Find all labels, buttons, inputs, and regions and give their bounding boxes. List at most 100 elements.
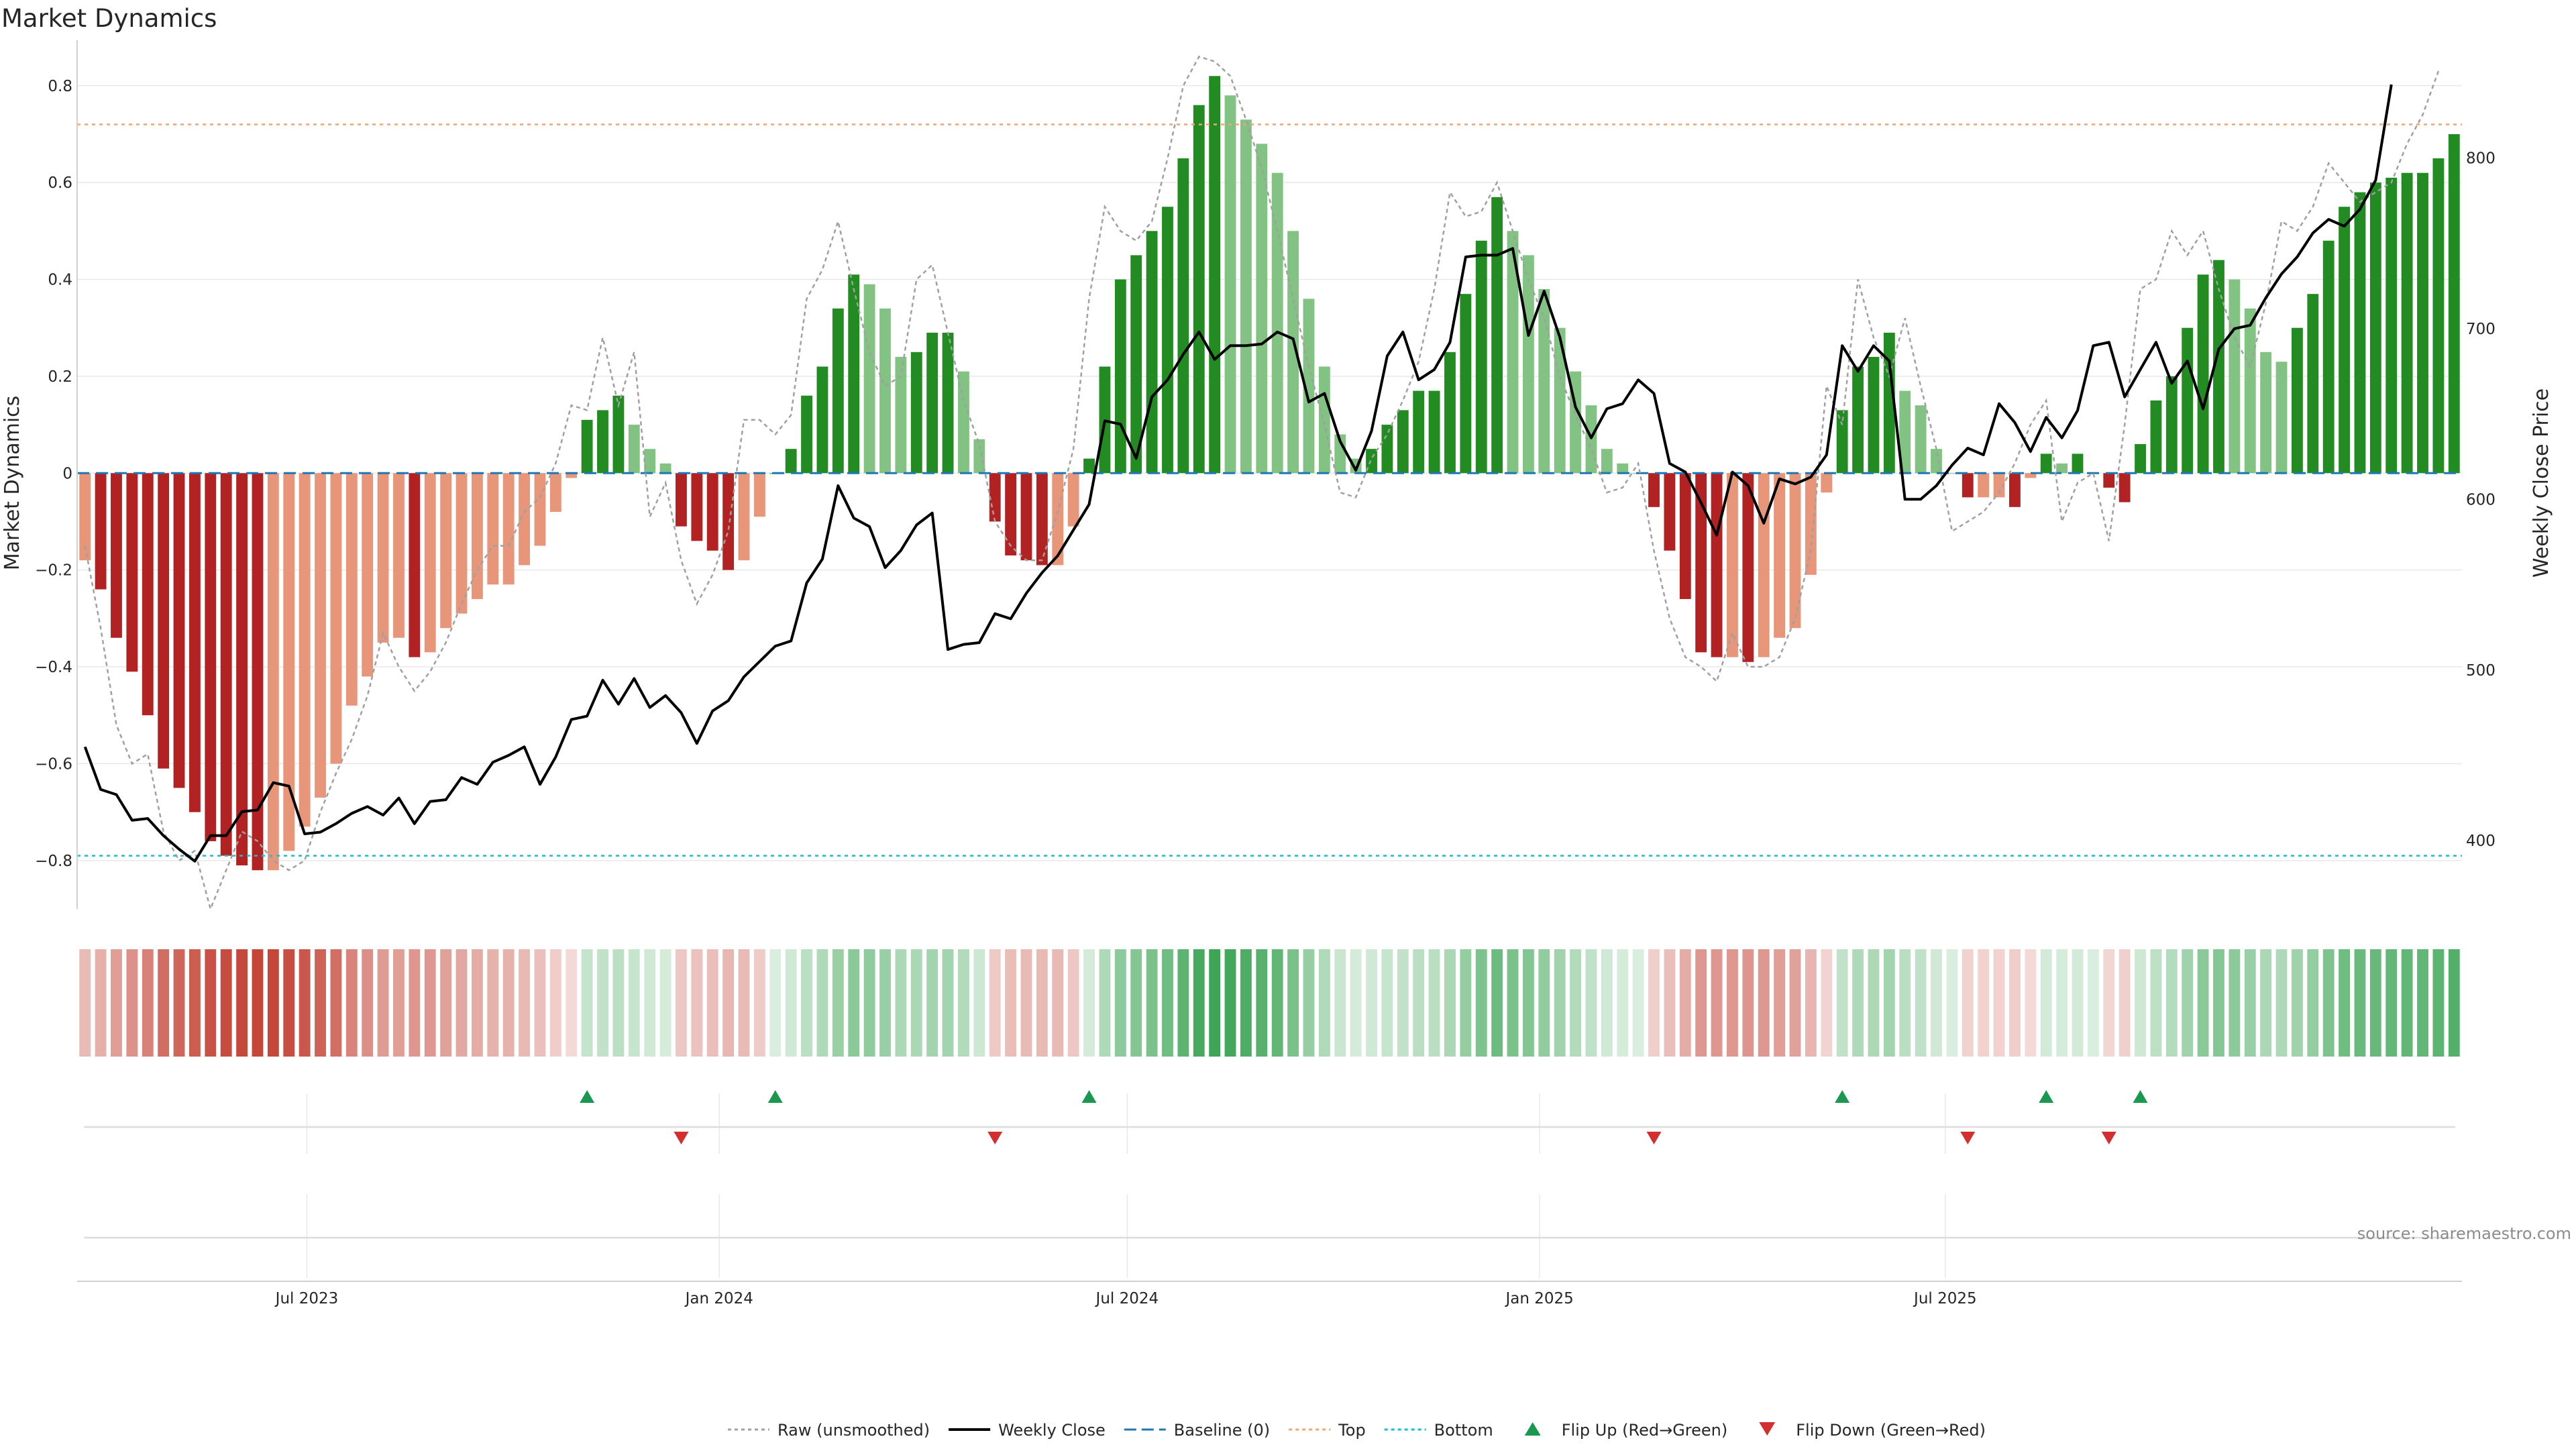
grid-layer xyxy=(77,85,2462,1278)
axes-layer: −0.8 −0.6 −0.4 −0.2 0 0.2 0.4 0.6 0.8 400 500 600 70… xyxy=(35,40,2496,1307)
flip-up-marker xyxy=(580,1090,595,1103)
heat-cell xyxy=(1931,949,1942,1057)
heat-cell xyxy=(1397,949,1409,1057)
legend-label: Raw (unsmoothed) xyxy=(777,1421,930,1440)
bar xyxy=(1193,105,1205,474)
bar xyxy=(534,473,546,546)
heat-cell xyxy=(1491,949,1503,1057)
heat-cell xyxy=(1742,949,1754,1057)
heat-cell xyxy=(895,949,907,1057)
flip-down-marker xyxy=(987,1132,1003,1144)
bar xyxy=(863,284,875,474)
bar xyxy=(1020,473,1032,561)
bar xyxy=(1146,231,1158,474)
heat-cell xyxy=(738,949,750,1057)
bar xyxy=(519,473,530,566)
bar xyxy=(926,332,938,474)
bar xyxy=(958,371,969,474)
bar xyxy=(2025,473,2037,478)
bar xyxy=(126,473,138,672)
chart-title: Market Dynamics xyxy=(1,4,217,33)
heat-cell xyxy=(1428,949,1440,1057)
bar xyxy=(189,473,201,812)
bar xyxy=(1209,76,1221,474)
heat-cell xyxy=(801,949,812,1057)
heat-cell xyxy=(1287,949,1299,1057)
bar xyxy=(1256,144,1268,474)
y-tick-left: −0.6 xyxy=(35,755,72,773)
heat-cell xyxy=(205,949,217,1057)
legend-label: Flip Up (Red→Green) xyxy=(1562,1421,1728,1440)
heat-cell xyxy=(1507,949,1519,1057)
bar xyxy=(2260,352,2272,474)
bar xyxy=(1915,405,1927,474)
heat-cell xyxy=(1413,949,1425,1057)
heat-cell xyxy=(644,949,656,1057)
flip-up-marker xyxy=(1835,1090,1850,1103)
bar xyxy=(1742,473,1754,662)
legend-swatch xyxy=(1524,1422,1541,1436)
heat-cell xyxy=(1020,949,1032,1057)
bar xyxy=(1428,390,1440,474)
bar xyxy=(989,473,1001,522)
heat-cell xyxy=(236,949,248,1057)
heat-cell xyxy=(2244,949,2256,1057)
bar xyxy=(2118,473,2131,502)
bar xyxy=(910,352,922,474)
bar xyxy=(330,473,342,764)
bar xyxy=(581,419,593,474)
y-tick-right: 700 xyxy=(2466,321,2496,338)
bar xyxy=(566,473,578,478)
heat-cell xyxy=(722,949,735,1057)
bar xyxy=(2292,327,2303,474)
bar xyxy=(1381,425,1393,474)
bars-layer xyxy=(79,76,2460,871)
bar xyxy=(1727,473,1738,657)
heat-cell xyxy=(220,949,232,1057)
heat-cell xyxy=(1774,949,1786,1057)
heat-cell xyxy=(2369,949,2381,1057)
bar xyxy=(2307,294,2319,474)
bar xyxy=(142,473,154,716)
bar xyxy=(2103,473,2115,488)
bar xyxy=(267,473,279,871)
bar xyxy=(659,463,672,474)
heat-cell xyxy=(2307,949,2319,1057)
heat-cell xyxy=(1915,949,1927,1057)
y-tick-right: 400 xyxy=(2466,833,2496,850)
heat-cell xyxy=(173,949,185,1057)
heat-cell xyxy=(1632,949,1644,1057)
bar xyxy=(2339,207,2351,474)
bar xyxy=(1397,410,1409,474)
bar xyxy=(1585,405,1597,474)
heat-cell xyxy=(519,949,530,1057)
bar xyxy=(2197,274,2209,474)
heat-cell xyxy=(1993,949,2005,1057)
y-tick-right: 600 xyxy=(2466,491,2496,508)
heat-cell xyxy=(549,949,561,1057)
legend-item: Top xyxy=(1289,1421,1366,1440)
bar xyxy=(2040,453,2052,474)
bar xyxy=(299,473,311,827)
heat-cell xyxy=(1224,949,1236,1057)
heat-cell xyxy=(1585,949,1597,1057)
heat-cell xyxy=(1554,949,1566,1057)
heat-cell xyxy=(267,949,279,1057)
bar xyxy=(2401,172,2413,474)
heat-cell xyxy=(283,949,295,1057)
legend-item: Flip Down (Green→Red) xyxy=(1759,1421,1986,1440)
bar xyxy=(1444,352,1456,474)
heat-cell xyxy=(2417,949,2428,1057)
heat-cell xyxy=(1460,949,1472,1057)
bar xyxy=(1475,240,1487,474)
bar xyxy=(79,473,91,561)
heat-cell xyxy=(1350,949,1362,1057)
heat-cell xyxy=(566,949,578,1057)
bar xyxy=(1868,357,1880,474)
x-tick-label: Jul 2024 xyxy=(1095,1290,1159,1307)
bar xyxy=(377,473,389,643)
bar xyxy=(2354,192,2366,474)
bar xyxy=(2448,133,2460,474)
heat-cell xyxy=(142,949,154,1057)
heat-cell xyxy=(863,949,875,1057)
